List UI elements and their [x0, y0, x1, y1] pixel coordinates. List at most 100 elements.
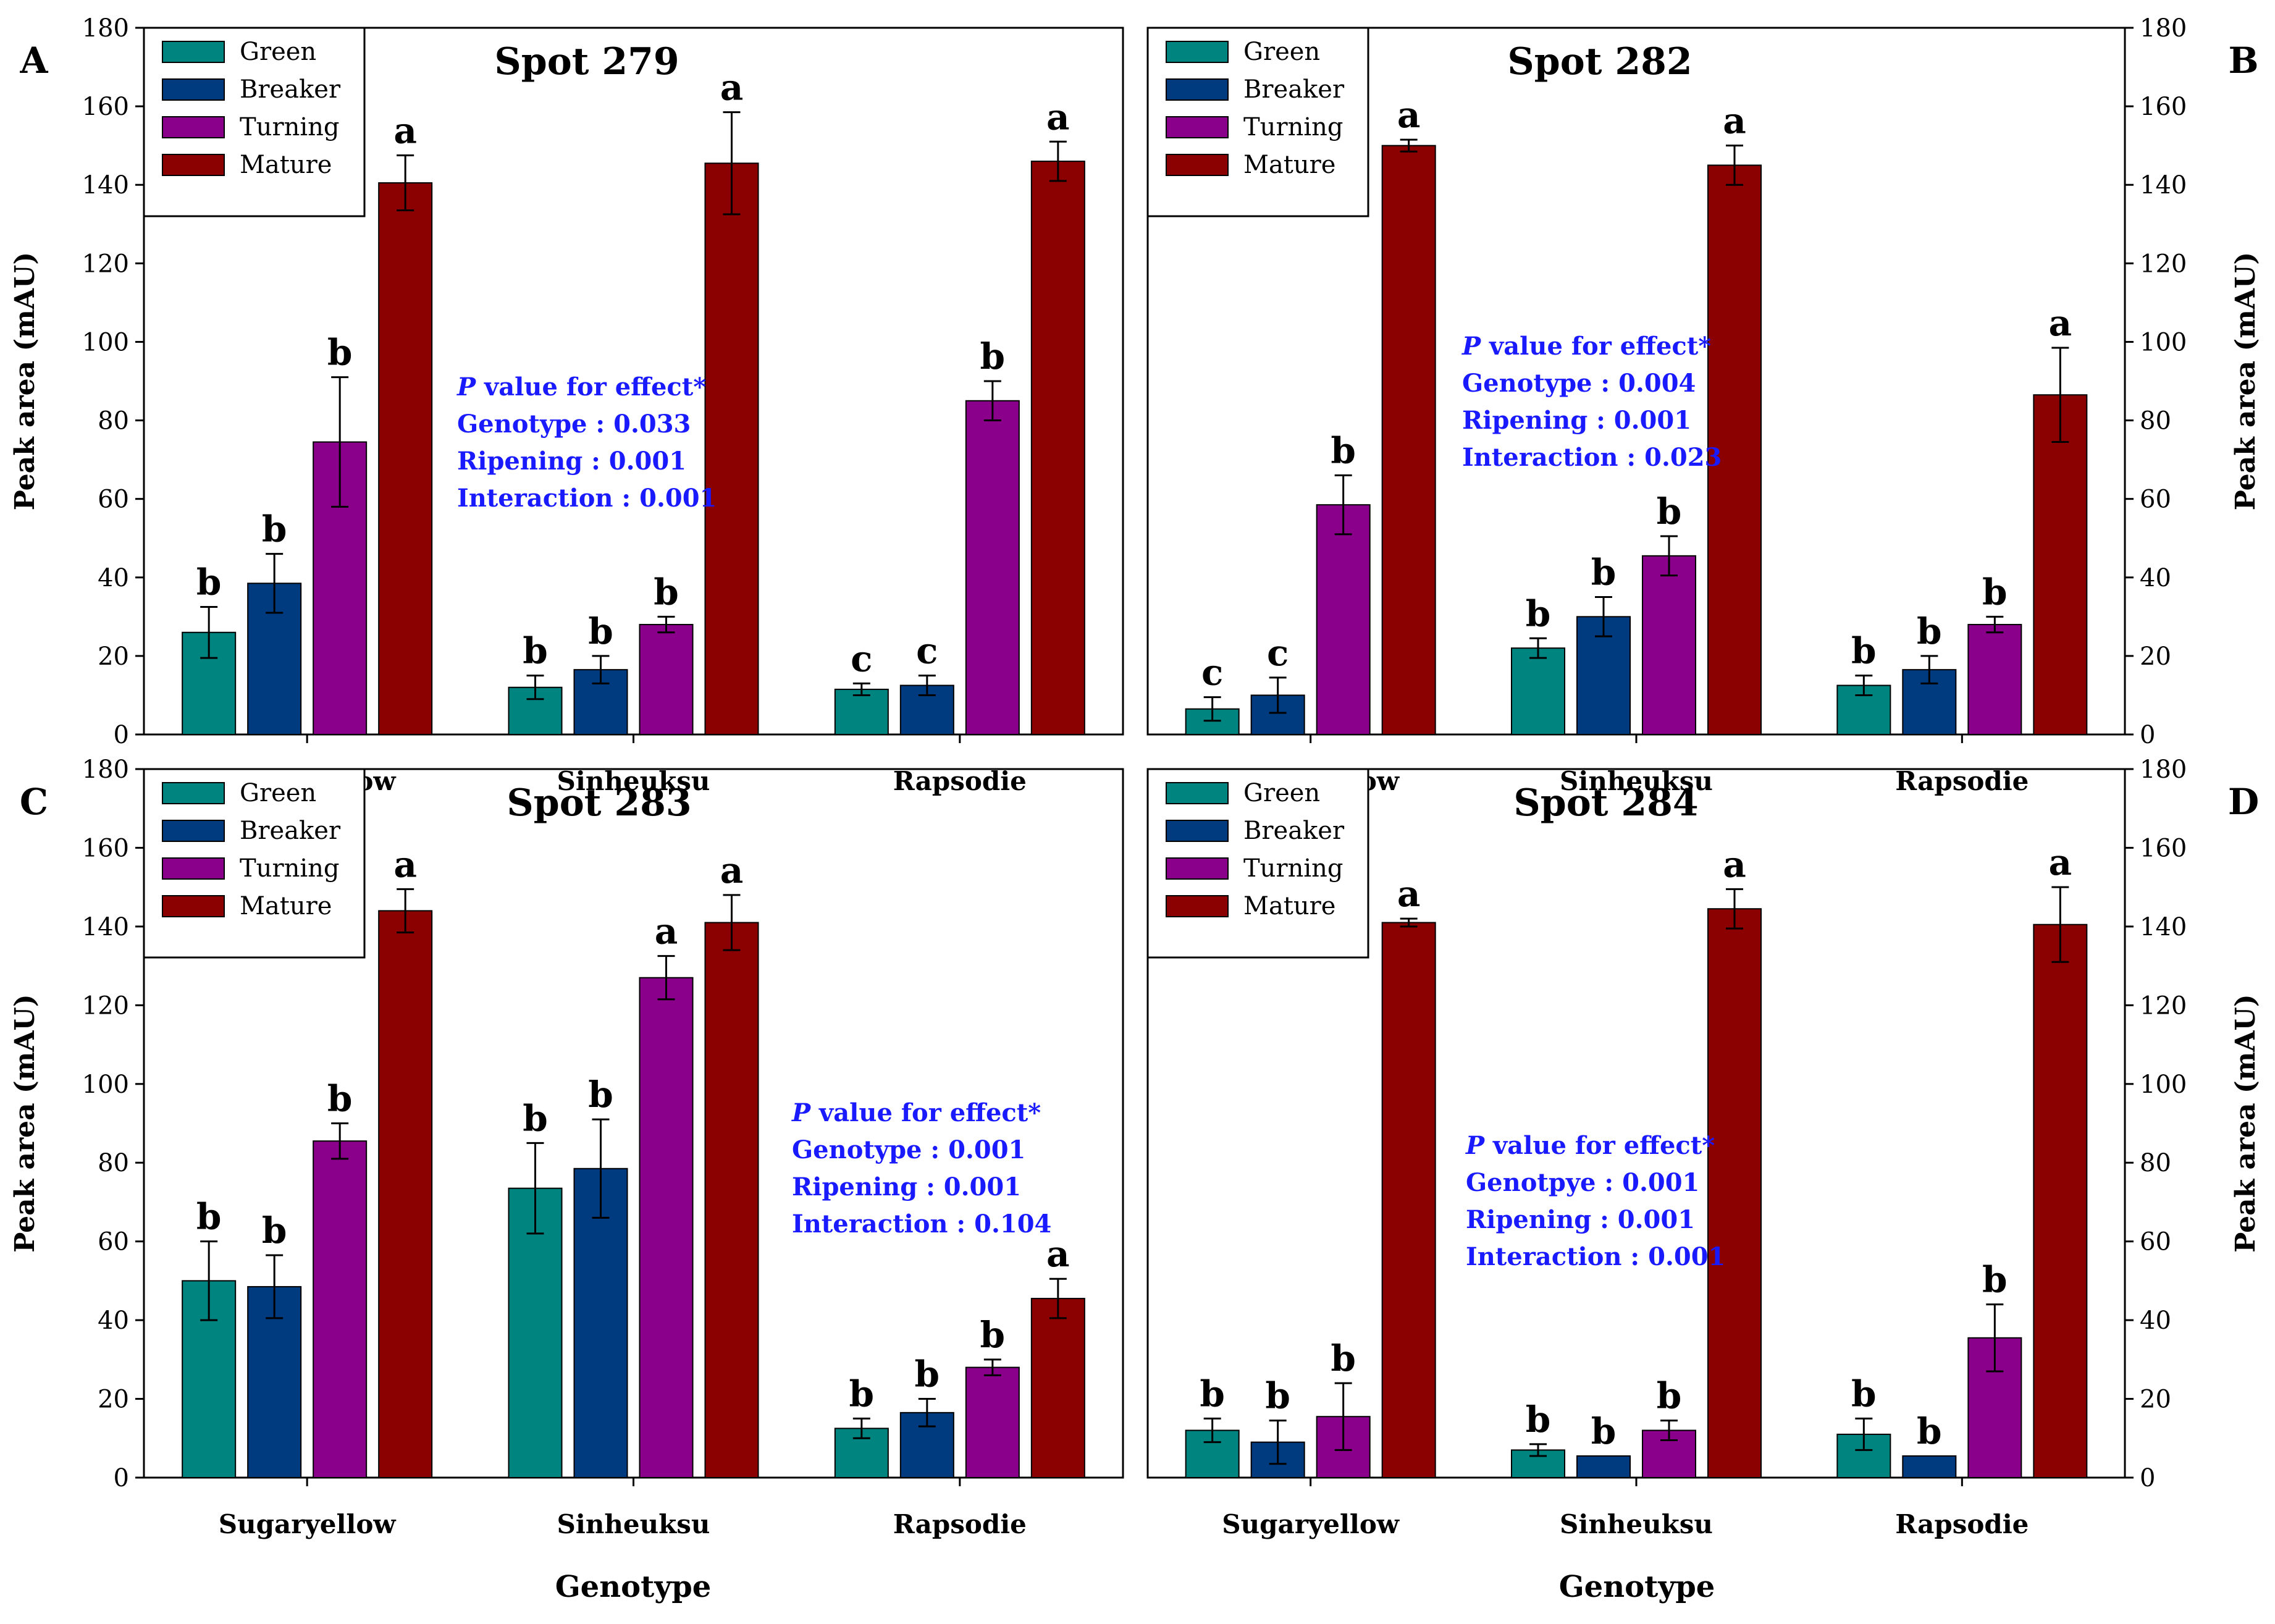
significance-letter: b — [1200, 1373, 1225, 1415]
legend-label: Green — [240, 779, 316, 807]
panel-letter: A — [19, 40, 48, 82]
y-tick-label: 80 — [2140, 1149, 2171, 1177]
significance-letter: b — [327, 1078, 353, 1120]
legend-label: Turning — [240, 113, 339, 141]
p-value-line: Ripening : 0.001 — [792, 1172, 1021, 1201]
chart-title: Spot 282 — [1507, 40, 1692, 83]
legend-swatch-green — [162, 41, 225, 63]
significance-letter: b — [523, 1097, 548, 1139]
legend-swatch-turning — [162, 116, 225, 138]
y-tick-label: 120 — [82, 991, 129, 1020]
significance-letter: b — [1331, 430, 1356, 472]
bar-mature — [1381, 922, 1436, 1479]
x-tick-label: Sinheuksu — [557, 1509, 710, 1539]
legend-swatch-mature — [1166, 895, 1229, 917]
p-value-line: Genotype : 0.033 — [457, 410, 691, 439]
y-tick-label: 160 — [2140, 834, 2187, 862]
y-tick-label: 180 — [82, 755, 129, 784]
p-value-line: Ripening : 0.001 — [1462, 406, 1691, 435]
significance-letter: b — [1917, 1410, 1942, 1452]
y-tick-label: 20 — [2140, 642, 2171, 671]
significance-letter: b — [1526, 592, 1551, 634]
x-axis-title: Genotype — [1559, 1570, 1715, 1604]
y-axis-label: Peak area (mAU) — [9, 994, 41, 1252]
bar-green — [1511, 647, 1565, 735]
bar-mature — [1707, 908, 1762, 1478]
significance-letter: b — [1331, 1337, 1356, 1379]
significance-letter: b — [915, 1353, 940, 1395]
legend-label: Turning — [240, 854, 339, 883]
y-tick-label: 0 — [114, 1464, 129, 1492]
legend-label: Green — [1243, 779, 1320, 807]
bar-turning — [639, 977, 694, 1478]
legend-swatch-green — [1166, 782, 1229, 804]
bar-mature — [704, 162, 759, 735]
p-value-heading: P value for effect* — [456, 372, 706, 402]
significance-letter: c — [1267, 632, 1289, 674]
significance-letter: a — [1397, 873, 1421, 915]
legend-label: Breaker — [1243, 75, 1345, 104]
bar-green — [1511, 1449, 1565, 1479]
significance-letter: b — [1657, 490, 1682, 532]
y-tick-label: 20 — [2140, 1386, 2171, 1414]
significance-letter: a — [2049, 302, 2072, 344]
bar-green — [508, 1187, 563, 1479]
y-tick-label: 60 — [2140, 1228, 2171, 1256]
legend-swatch-mature — [162, 895, 225, 917]
significance-letter: c — [851, 637, 872, 679]
legend-swatch-green — [162, 782, 225, 804]
y-tick-label: 120 — [2140, 250, 2187, 278]
p-value-line: Interaction : 0.001 — [457, 484, 717, 513]
x-tick-label: Rapsodie — [1895, 1509, 2029, 1539]
x-tick-label: Sinheuksu — [1560, 1509, 1713, 1539]
significance-letter: b — [588, 1074, 613, 1116]
y-axis-label: Peak area (mAU) — [2230, 994, 2261, 1252]
y-tick-label: 160 — [2140, 93, 2187, 121]
bar-mature — [1030, 1298, 1085, 1479]
significance-letter: b — [1265, 1375, 1290, 1417]
significance-letter: b — [523, 630, 548, 672]
y-tick-label: 180 — [2140, 14, 2187, 43]
y-tick-label: 40 — [2140, 1306, 2171, 1335]
significance-letter: b — [1526, 1399, 1551, 1441]
y-tick-label: 160 — [82, 93, 129, 121]
y-tick-label: 40 — [2140, 564, 2171, 592]
significance-letter: a — [393, 110, 417, 152]
bar-turning — [965, 1366, 1020, 1479]
bar-turning — [639, 624, 694, 735]
p-value-line: Genotpye : 0.001 — [1466, 1168, 1699, 1197]
x-tick-label: Sugaryellow — [1222, 1509, 1400, 1539]
legend-label: Mature — [1243, 892, 1335, 920]
significance-letter: b — [196, 1196, 222, 1238]
legend-swatch-breaker — [1166, 820, 1229, 842]
y-tick-label: 140 — [82, 913, 129, 941]
bar-mature — [1381, 145, 1436, 735]
bar-breaker — [1576, 1455, 1631, 1479]
significance-letter: c — [1201, 652, 1223, 694]
bar-breaker — [1902, 1455, 1957, 1479]
p-value-line: Ripening : 0.001 — [1466, 1205, 1695, 1234]
legend-swatch-breaker — [162, 820, 225, 842]
legend-swatch-mature — [1166, 154, 1229, 176]
significance-letter: b — [849, 1373, 875, 1415]
y-tick-label: 120 — [82, 250, 129, 278]
legend-label: Breaker — [1243, 817, 1345, 845]
y-tick-label: 120 — [2140, 991, 2187, 1020]
significance-letter: a — [655, 911, 678, 953]
panel-letter: C — [20, 781, 48, 823]
y-tick-label: 20 — [98, 642, 129, 671]
significance-letter: b — [1917, 610, 1942, 652]
significance-letter: a — [1397, 94, 1421, 136]
legend-label: Breaker — [240, 75, 341, 104]
chart-title: Spot 284 — [1513, 781, 1698, 825]
y-tick-label: 140 — [2140, 913, 2187, 941]
y-tick-label: 100 — [2140, 1071, 2187, 1099]
bar-mature — [378, 910, 433, 1478]
y-tick-label: 140 — [82, 171, 129, 200]
significance-letter: b — [262, 1210, 287, 1252]
legend-label: Green — [240, 38, 316, 66]
y-tick-label: 40 — [98, 564, 129, 592]
significance-letter: b — [1851, 1373, 1877, 1415]
significance-letter: a — [720, 849, 744, 891]
bar-turning — [1316, 504, 1371, 735]
